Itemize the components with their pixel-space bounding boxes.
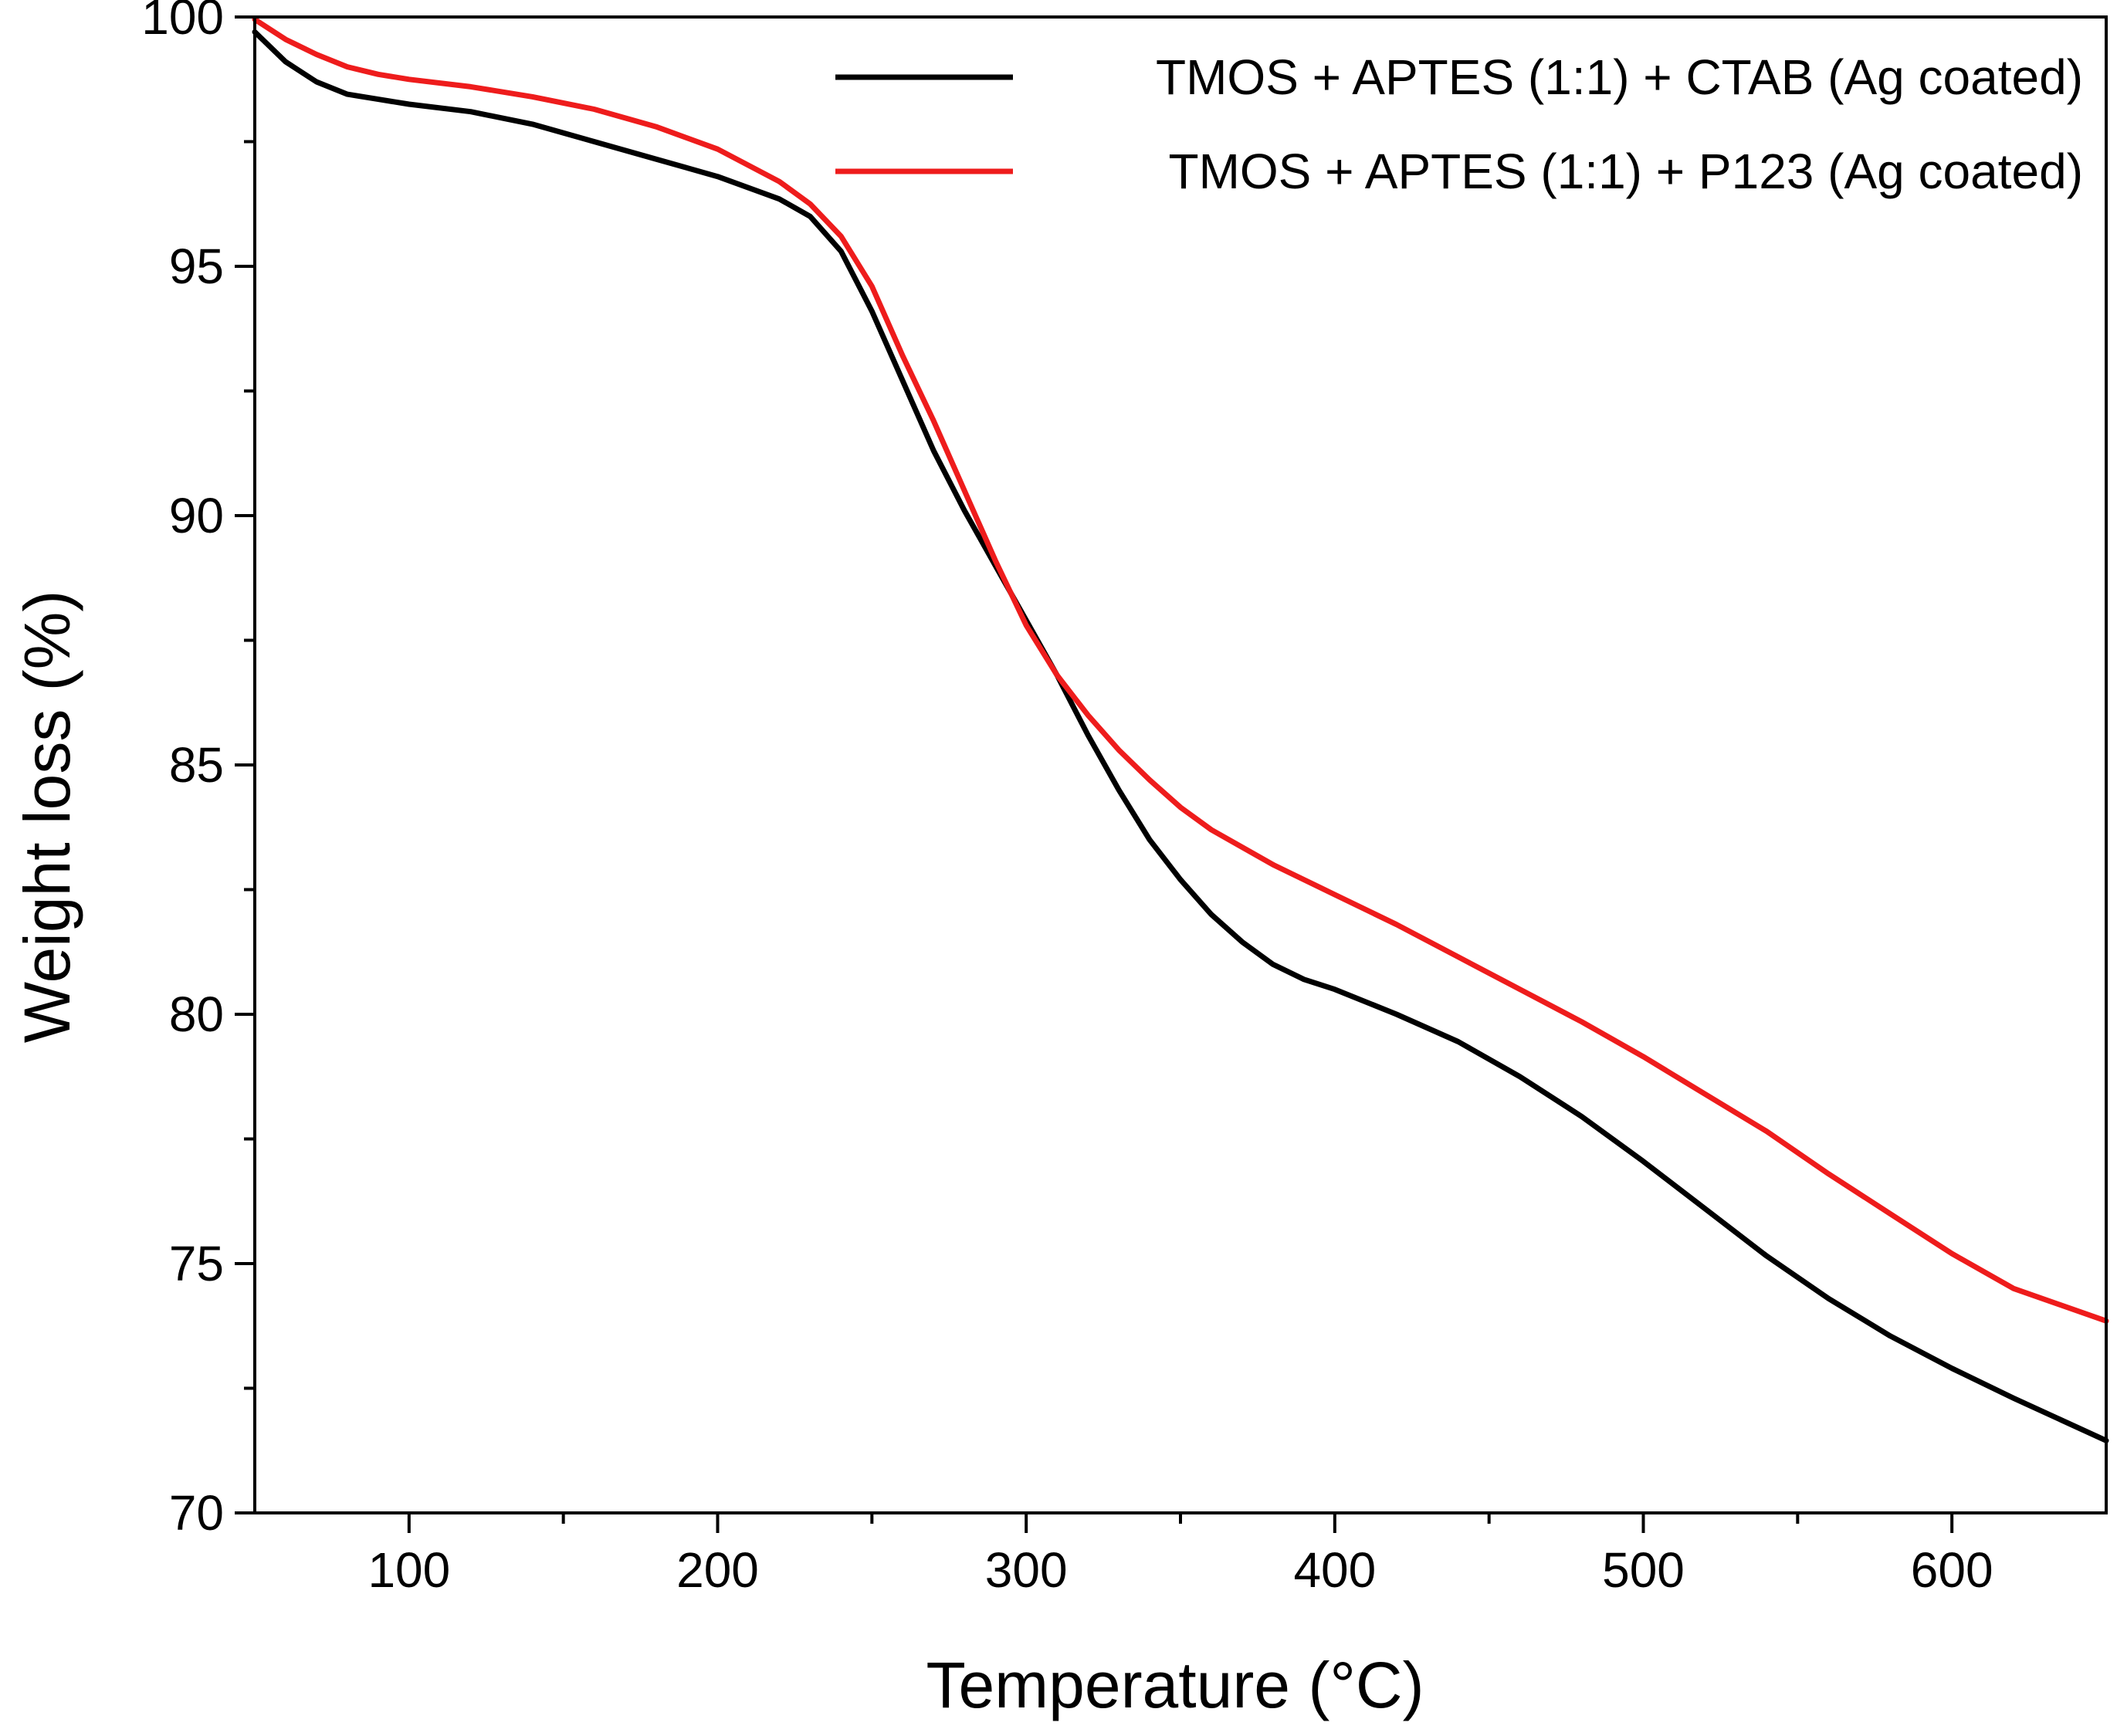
series-line-1 [252,29,2109,1443]
x-tick-label: 500 [1602,1542,1685,1598]
axes: 100 200 300 400 500 600 70 75 80 85 90 95 100 [141,0,2108,1598]
series-line-2 [252,16,2109,1324]
x-tick-label: 400 [1293,1542,1376,1598]
x-axis-title: Temperature (°C) [926,1649,1424,1721]
legend-label-2: TMOS + APTES (1:1) + P123 (Ag coated) [1168,144,2083,199]
y-axis-title: Weight loss (%) [11,591,83,1044]
y-tick-label: 95 [169,239,224,294]
y-tick-label: 80 [169,986,224,1042]
legend-label-1: TMOS + APTES (1:1) + CTAB (Ag coated) [1156,49,2083,105]
plot-frame [253,15,2108,1514]
plot-area [252,16,2109,1443]
x-tick-label: 100 [368,1542,450,1598]
x-tick-label: 600 [1911,1542,1993,1598]
y-tick-label: 70 [169,1485,224,1541]
y-tick-label: 75 [169,1236,224,1291]
y-tick-label: 90 [169,488,224,543]
y-tick-label: 85 [169,737,224,793]
x-tick-label: 300 [985,1542,1068,1598]
legend: TMOS + APTES (1:1) + CTAB (Ag coated) TMO… [835,49,2083,199]
y-tick-label: 100 [141,0,224,45]
x-tick-label: 200 [676,1542,759,1598]
